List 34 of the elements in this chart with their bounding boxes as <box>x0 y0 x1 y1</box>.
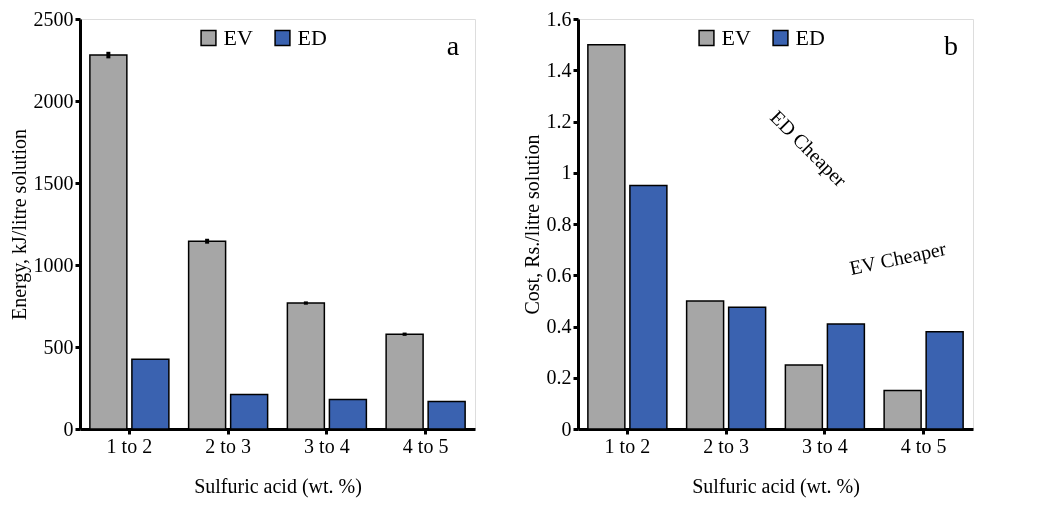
annotation: a <box>446 30 460 61</box>
y-tick-label: 0.2 <box>546 366 572 389</box>
y-tick-label: 2500 <box>33 7 74 30</box>
y-tick-label: 1.2 <box>546 110 572 132</box>
x-tick-label: 2 to 3 <box>703 434 749 457</box>
x-axis-title: Sulfuric acid (wt. %) <box>194 474 362 498</box>
y-tick-label: 1 <box>561 161 572 184</box>
y-tick-label: 1000 <box>33 253 74 276</box>
y-tick-label: 0.6 <box>546 263 572 286</box>
x-tick-label: 4 to 5 <box>900 434 947 457</box>
x-tick-label: 3 to 4 <box>304 434 350 457</box>
legend-label: ED <box>297 25 327 50</box>
x-axis-title: Sulfuric acid (wt. %) <box>692 474 860 498</box>
y-tick-label: 0 <box>561 417 572 440</box>
y-tick-label: 1.6 <box>546 7 572 30</box>
x-tick-label: 1 to 2 <box>106 434 153 457</box>
y-axis-title: Energy, kJ/litre solution <box>7 128 31 321</box>
annotation: EV Cheaper <box>847 237 949 280</box>
y-tick-label: 2000 <box>33 89 74 112</box>
y-tick-label: 0.8 <box>546 212 572 235</box>
legend-label: EV <box>223 25 253 50</box>
y-tick-label: 500 <box>43 335 74 358</box>
annotation: b <box>944 30 958 61</box>
y-tick-label: 0.4 <box>546 315 572 337</box>
x-tick-label: 2 to 3 <box>205 434 251 457</box>
legend-label: ED <box>795 25 825 50</box>
legend-label: EV <box>721 25 751 50</box>
y-axis-title: Cost, Rs./litre solution <box>520 134 543 315</box>
y-tick-label: 0 <box>63 417 74 440</box>
x-tick-label: 3 to 4 <box>802 434 848 457</box>
y-tick-label: 1.4 <box>546 58 572 81</box>
x-tick-label: 1 to 2 <box>604 434 651 457</box>
x-tick-label: 4 to 5 <box>402 434 449 457</box>
y-tick-label: 1500 <box>33 171 74 194</box>
